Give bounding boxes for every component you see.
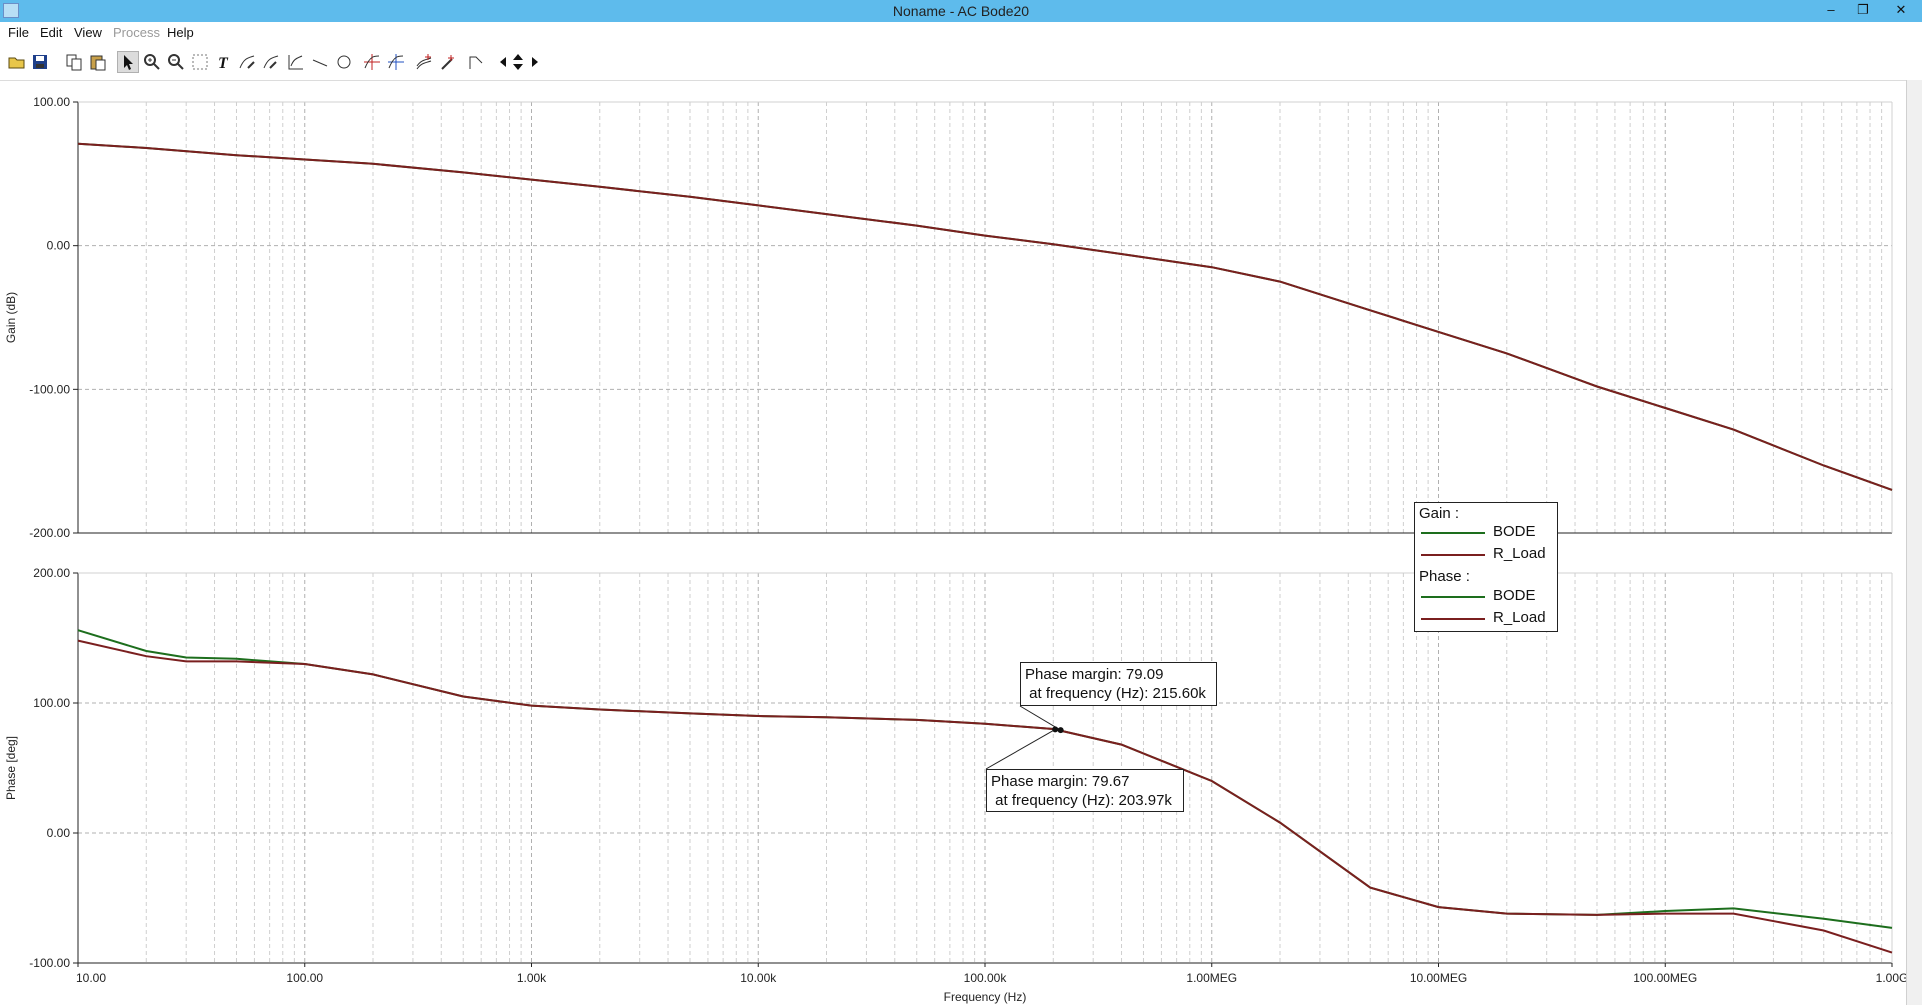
app-icon[interactable] [3, 3, 19, 18]
pointer-icon[interactable] [117, 51, 139, 73]
left-arrow-icon[interactable] [494, 52, 514, 72]
text-icon[interactable]: T [214, 52, 234, 72]
edit-curve-2-icon[interactable] [262, 52, 282, 72]
menu-bar: File Edit View Process Help [0, 22, 1922, 44]
y-tick-label: 0.00 [47, 239, 71, 253]
x-tick-label: 10.00 [76, 971, 106, 985]
legend-label: R_Load [1493, 609, 1546, 626]
edit-curve-icon[interactable] [238, 52, 258, 72]
bode-plot-svg[interactable]: 100.00 0.00 -100.00 -200.00 Gain (dB) 200.00 1… [0, 80, 1906, 1005]
phase-margin-annotation-1[interactable]: Phase margin: 79.09 at frequency (Hz): 2… [1020, 662, 1217, 706]
menu-edit[interactable]: Edit [40, 25, 63, 40]
toolbar: T [0, 44, 1922, 81]
updown-arrow-icon[interactable] [508, 52, 528, 72]
paste-icon[interactable] [88, 52, 108, 72]
plot-area[interactable]: 100.00 0.00 -100.00 -200.00 Gain (dB) 200.00 1… [0, 80, 1922, 1005]
zoom-in-icon[interactable] [142, 52, 162, 72]
legend-swatch [1421, 554, 1485, 556]
cursor-b-icon[interactable] [386, 52, 406, 72]
svg-text:T: T [218, 55, 229, 72]
title-bar: Noname - AC Bode20 – ❐ ✕ [0, 0, 1922, 22]
legend-phase-rload: R_Load [1421, 609, 1551, 629]
legend-swatch [1421, 618, 1485, 620]
gain-y-axis-label: Gain (dB) [4, 292, 18, 343]
copy-icon[interactable] [64, 52, 84, 72]
minimize-button[interactable]: – [1827, 2, 1835, 17]
legend-label: BODE [1493, 587, 1536, 604]
corner-icon[interactable] [466, 52, 486, 72]
cursor-a-icon[interactable] [362, 52, 382, 72]
legend[interactable]: Gain : BODE R_Load Phase : BODE R_Load [1414, 502, 1558, 632]
gain-series-r-load [77, 142, 1893, 491]
open-folder-icon[interactable] [7, 52, 27, 72]
legend-phase-bode: BODE [1421, 587, 1551, 607]
window-title: Noname - AC Bode20 [892, 3, 1030, 19]
x-tick-label: 1.00k [517, 971, 547, 985]
right-scroll-strip[interactable] [1906, 80, 1922, 1005]
add-marker-icon[interactable] [414, 52, 434, 72]
x-tick-label: 10.00MEG [1410, 971, 1467, 985]
y-tick-label: 100.00 [33, 95, 70, 109]
annotation-marker-2 [1052, 726, 1059, 733]
x-tick-label: 100.00 [286, 971, 323, 985]
menu-file[interactable]: File [8, 25, 29, 40]
save-icon[interactable] [30, 52, 50, 72]
y-tick-label: -100.00 [29, 382, 70, 396]
annotation-marker-1 [1057, 727, 1064, 734]
right-arrow-icon[interactable] [524, 52, 544, 72]
x-tick-label: 1.00G [1876, 971, 1906, 985]
y-tick-label: -100.00 [29, 956, 70, 970]
x-tick-label: 100.00MEG [1633, 971, 1697, 985]
menu-process[interactable]: Process [113, 25, 160, 40]
y-tick-label: 200.00 [33, 566, 70, 580]
x-tick-label: 10.00k [740, 971, 777, 985]
y-tick-label: -200.00 [29, 526, 70, 540]
legend-phase-header: Phase : [1419, 568, 1470, 585]
legend-gain-header: Gain : [1419, 505, 1460, 522]
y-tick-label: 100.00 [33, 696, 70, 710]
pick-icon[interactable] [438, 52, 458, 72]
x-tick-label: 100.00k [964, 971, 1008, 985]
legend-gain-rload: R_Load [1421, 545, 1551, 565]
grid-select-icon[interactable] [190, 52, 210, 72]
phase-margin-annotation-2[interactable]: Phase margin: 79.67 at frequency (Hz): 2… [986, 769, 1184, 812]
close-button[interactable]: ✕ [1895, 2, 1907, 17]
legend-swatch [1421, 532, 1485, 534]
phase-y-axis-label: Phase [deg] [4, 736, 18, 800]
y-tick-label: 0.00 [47, 826, 71, 840]
circle-icon[interactable] [334, 52, 354, 72]
menu-help[interactable]: Help [167, 25, 194, 40]
menu-view[interactable]: View [74, 25, 102, 40]
legend-label: BODE [1493, 523, 1536, 540]
legend-gain-bode: BODE [1421, 523, 1551, 543]
legend-swatch [1421, 596, 1485, 598]
axis-icon[interactable] [286, 52, 306, 72]
restore-button[interactable]: ❐ [1857, 2, 1869, 17]
legend-label: R_Load [1493, 545, 1546, 562]
annotation-pointer-2 [985, 728, 1056, 770]
zoom-out-icon[interactable] [166, 52, 186, 72]
annotation-pointer-1 [1019, 705, 1061, 731]
x-tick-label: 1.00MEG [1186, 971, 1237, 985]
x-axis-label: Frequency (Hz) [944, 990, 1027, 1004]
line-icon[interactable] [310, 52, 330, 72]
phase-series-r-load [77, 639, 1893, 954]
